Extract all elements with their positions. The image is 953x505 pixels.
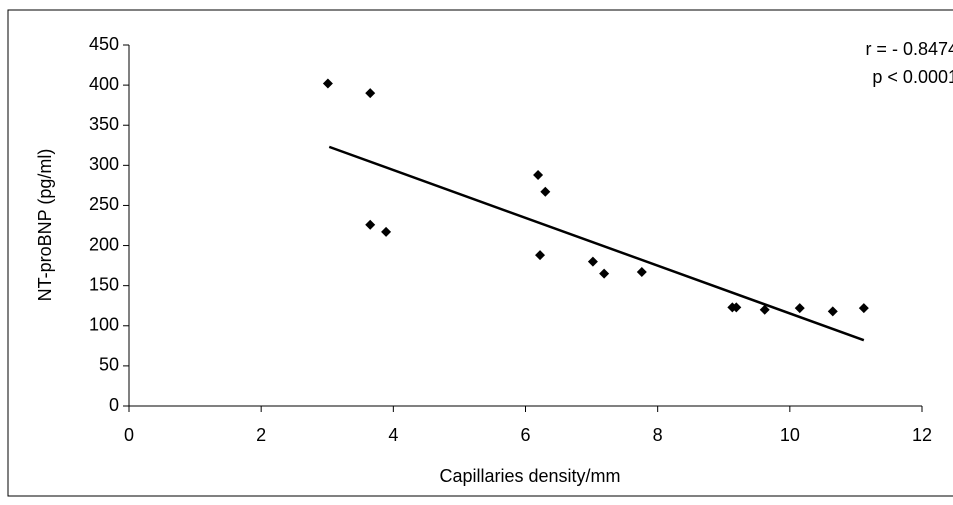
annotation: p < 0.0001 (872, 67, 953, 87)
y-tick-label: 350 (89, 114, 119, 134)
y-tick-label: 200 (89, 234, 119, 254)
y-tick-label: 250 (89, 194, 119, 214)
data-point (599, 268, 610, 279)
data-point (365, 219, 376, 230)
y-tick-label: 300 (89, 154, 119, 174)
y-tick-label: 50 (99, 355, 119, 375)
x-tick-label: 4 (388, 425, 398, 445)
trendline (328, 145, 865, 342)
chart-frame (7, 9, 953, 497)
x-tick-label: 0 (124, 425, 134, 445)
data-point (535, 250, 546, 261)
data-point (827, 306, 838, 317)
x-tick-label: 10 (780, 425, 800, 445)
x-tick-label: 12 (912, 425, 932, 445)
y-tick-label: 400 (89, 74, 119, 94)
x-tick-label: 6 (520, 425, 530, 445)
data-point (794, 303, 805, 314)
data-point (365, 88, 376, 99)
data-point (731, 302, 742, 313)
y-tick-label: 0 (109, 395, 119, 415)
y-tick-label: 450 (89, 34, 119, 54)
data-point (858, 303, 869, 314)
data-point (322, 78, 333, 89)
x-tick-label: 8 (653, 425, 663, 445)
annotation: r = - 0.8474 (865, 39, 953, 59)
y-axis-label: NT-proBNP (pg/ml) (35, 149, 55, 302)
data-point (381, 226, 392, 237)
x-tick-label: 2 (256, 425, 266, 445)
data-point (636, 267, 647, 278)
y-tick-label: 150 (89, 274, 119, 294)
data-point (587, 256, 598, 267)
data-point (540, 186, 551, 197)
x-axis-label: Capillaries density/mm (439, 466, 620, 486)
y-tick-label: 100 (89, 315, 119, 335)
data-point (759, 304, 770, 315)
data-point (533, 169, 544, 180)
